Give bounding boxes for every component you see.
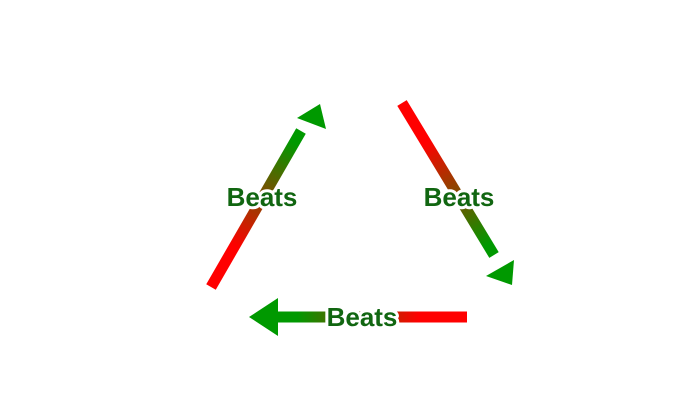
arrow-left: Beats bbox=[206, 104, 326, 290]
arrow-right-shaft bbox=[397, 100, 499, 258]
arrow-bottom-label: Beats bbox=[327, 302, 398, 332]
arrow-right: Beats bbox=[397, 100, 514, 285]
arrow-bottom: Beats bbox=[249, 298, 467, 336]
arrow-left-shaft bbox=[206, 128, 306, 290]
arrow-left-head bbox=[297, 104, 326, 129]
arrow-left-label: Beats bbox=[227, 182, 298, 212]
arrow-right-label: Beats bbox=[424, 182, 495, 212]
arrow-right-head bbox=[486, 260, 514, 285]
arrow-bottom-head bbox=[249, 298, 278, 336]
